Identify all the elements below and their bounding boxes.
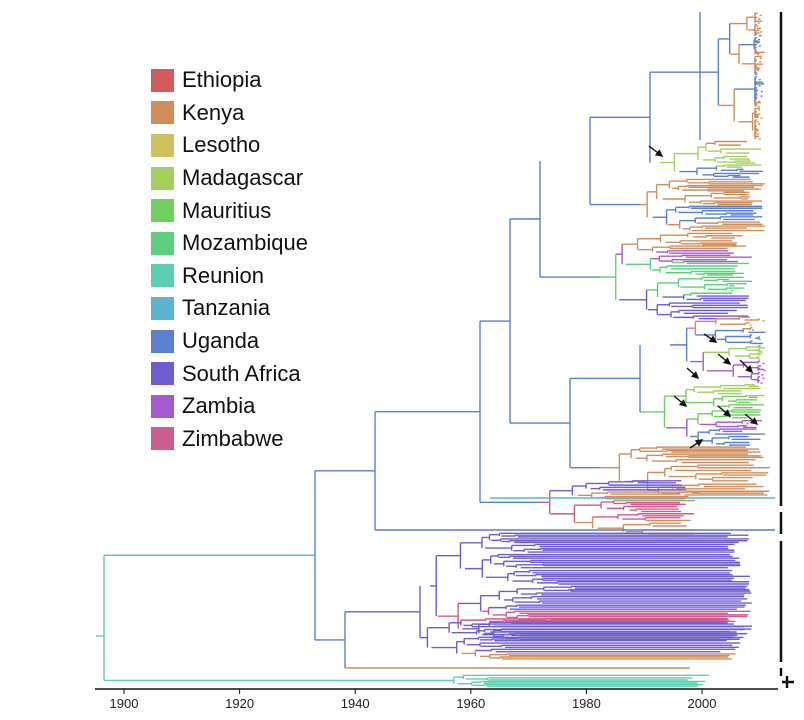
arrow-head xyxy=(722,357,732,366)
legend-swatch xyxy=(151,394,174,418)
legend-item-mozambique: Mozambique xyxy=(151,227,308,260)
legend-item-uganda: Uganda xyxy=(151,325,308,358)
time-axis: 1900 1920 1940 1960 1980 2000 xyxy=(95,688,778,711)
axis-tick-label: 1900 xyxy=(110,696,139,711)
legend-label: Kenya xyxy=(182,99,245,125)
legend-swatch xyxy=(151,362,174,386)
legend-item-zimbabwe: Zimbabwe xyxy=(151,423,308,456)
arrow-head xyxy=(749,417,759,426)
legend-item-lesotho: Lesotho xyxy=(151,129,308,162)
legend-swatch xyxy=(151,133,174,157)
legend-swatch xyxy=(151,329,174,353)
legend-item-zambia: Zambia xyxy=(151,390,308,423)
legend-swatch xyxy=(151,68,174,92)
axis-tick-label: 1920 xyxy=(225,696,254,711)
legend-swatch xyxy=(151,101,174,125)
legend-item-mauritius: Mauritius xyxy=(151,194,308,227)
annotation-arrows xyxy=(648,145,759,449)
legend-label: Uganda xyxy=(182,328,260,354)
legend-label: Zimbabwe xyxy=(182,425,284,451)
legend-item-ethiopia: Ethiopia xyxy=(151,64,308,97)
axis-tick-label: 1940 xyxy=(341,696,370,711)
legend-item-reunion: Reunion xyxy=(151,260,308,293)
legend-swatch xyxy=(151,166,174,190)
legend-item-south-africa: South Africa xyxy=(151,357,308,390)
axis-tick-label: 1960 xyxy=(456,696,485,711)
legend-swatch xyxy=(151,264,174,288)
legend-label: Madagascar xyxy=(182,165,304,191)
legend-label: South Africa xyxy=(182,360,301,386)
legend-item-tanzania: Tanzania xyxy=(151,292,308,325)
country-legend: Ethiopia Kenya Lesotho Madagascar Maurit… xyxy=(151,64,308,455)
arrow-head xyxy=(722,409,732,418)
legend-label: Lesotho xyxy=(182,132,261,158)
phylogenetic-tree xyxy=(96,12,775,687)
legend-swatch xyxy=(151,427,174,451)
time-axis-ticks: 1900 1920 1940 1960 1980 2000 xyxy=(110,689,717,711)
legend-swatch xyxy=(151,296,174,320)
arrow-head xyxy=(654,149,664,157)
legend-label: Reunion xyxy=(182,262,264,288)
legend-label: Mozambique xyxy=(182,230,308,256)
clade-brackets xyxy=(779,12,794,688)
axis-tick-label: 2000 xyxy=(688,696,717,711)
legend-item-madagascar: Madagascar xyxy=(151,162,308,195)
legend-label: Ethiopia xyxy=(182,67,262,93)
arrow-head xyxy=(745,365,754,374)
legend-swatch xyxy=(151,231,174,255)
axis-tick-label: 1980 xyxy=(572,696,601,711)
legend-label: Tanzania xyxy=(182,295,271,321)
legend-label: Mauritius xyxy=(182,197,272,223)
arrow-head xyxy=(678,399,688,408)
legend-item-kenya: Kenya xyxy=(151,97,308,130)
legend-label: Zambia xyxy=(182,393,256,419)
legend-swatch xyxy=(151,199,174,223)
arrow-head xyxy=(708,335,718,343)
arrow-head xyxy=(690,371,700,380)
arrow-head xyxy=(694,439,704,447)
